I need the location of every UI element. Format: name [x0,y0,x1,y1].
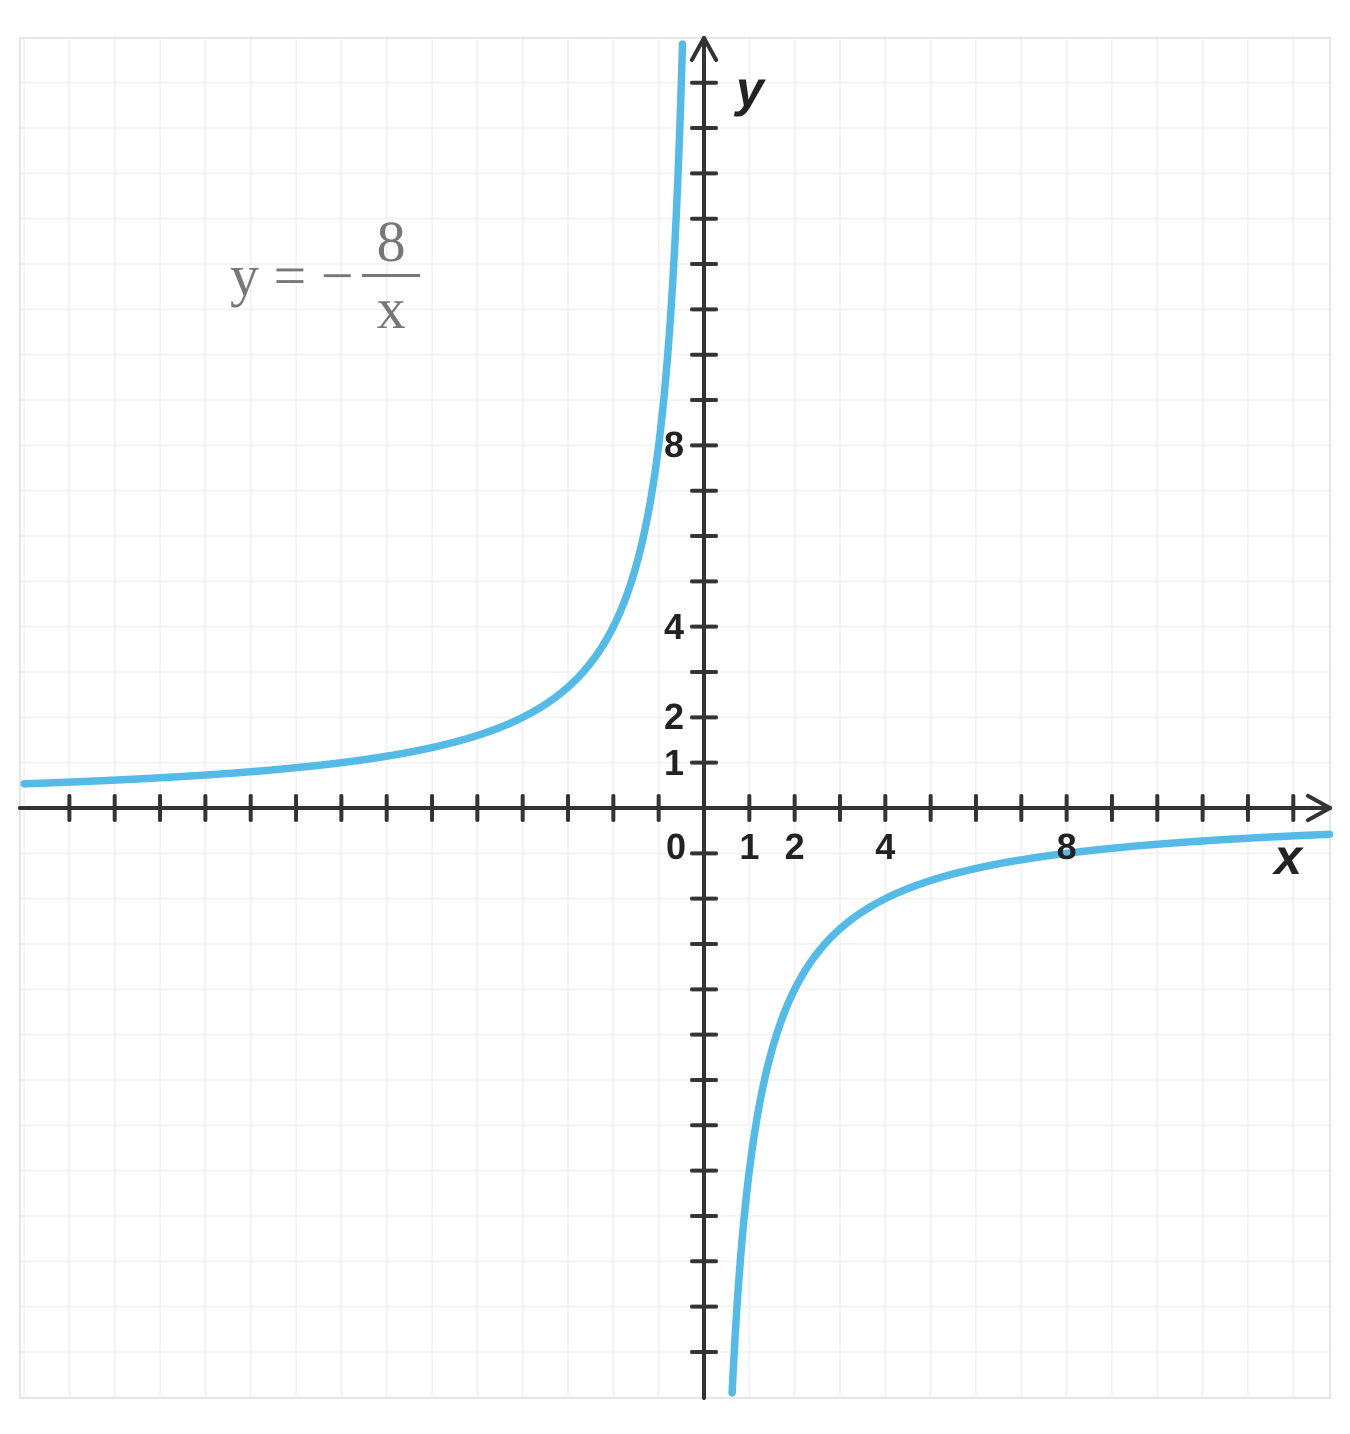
equation-label: y = − 8 x [230,210,420,341]
equation-numerator: 8 [362,210,420,274]
tick-label: 8 [1057,826,1077,868]
equation-prefix: y = − [230,242,353,309]
origin-label: 0 [666,826,686,868]
tick-label: 2 [664,696,684,738]
tick-label: 2 [785,826,805,868]
tick-label: 8 [664,424,684,466]
tick-label: 1 [664,742,684,784]
tick-label: 4 [875,826,895,868]
equation-denominator: x [362,277,420,341]
tick-label: 1 [739,826,759,868]
equation-fraction: 8 x [362,210,420,341]
tick-label: 4 [664,606,684,648]
x-axis-label: x [1274,828,1302,886]
hyperbola-chart: y = − 8 x y x 0 12481248 [0,0,1350,1434]
y-axis-label: y [736,60,764,118]
